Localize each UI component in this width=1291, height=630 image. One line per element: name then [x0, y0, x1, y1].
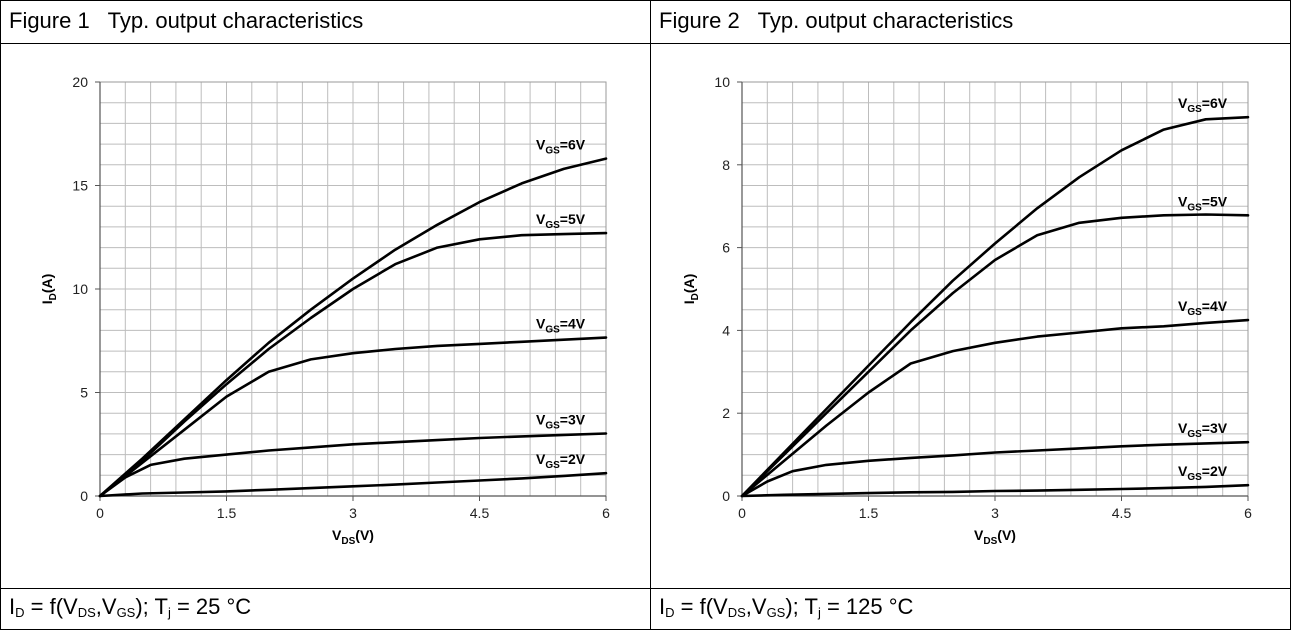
figure-1-caption: ID = f(VDS,VGS); Tj = 25 °C — [9, 594, 251, 620]
x-tick-label: 1.5 — [859, 505, 879, 521]
x-tick-label: 4.5 — [470, 505, 490, 521]
caption-part: D — [15, 605, 25, 620]
caption-part: = f(V — [24, 594, 78, 619]
caption-part: ); T — [135, 594, 168, 619]
caption-part: ,V — [745, 594, 767, 619]
series-label-2: VGS=5V — [1178, 193, 1228, 213]
series-line-2 — [740, 213, 1250, 498]
series-line-4 — [740, 440, 1250, 498]
series-line-5 — [740, 483, 1250, 498]
y-tick-label: 15 — [72, 178, 88, 194]
x-tick-label: 4.5 — [1112, 505, 1132, 521]
y-tick-label: 0 — [80, 488, 88, 504]
x-tick-label: 1.5 — [217, 505, 237, 521]
caption-part: = 25 °C — [170, 594, 252, 619]
y-tick-label: 8 — [722, 157, 730, 173]
y-tick-label: 0 — [722, 488, 730, 504]
x-axis-label: VDS(V) — [974, 527, 1016, 547]
series-label-3: VGS=4V — [536, 316, 586, 336]
caption-part: I — [659, 594, 666, 619]
figure-2-caption: ID = f(VDS,VGS); Tj = 125 °C — [659, 594, 913, 620]
y-axis-label: ID(A) — [39, 274, 59, 305]
title-divider — [0, 43, 1291, 44]
series-line-1 — [740, 115, 1250, 498]
series-line-4 — [98, 432, 608, 498]
panel-divider — [650, 0, 651, 630]
series-line-3 — [740, 318, 1250, 498]
x-tick-label: 0 — [738, 505, 746, 521]
caption-part: j — [167, 605, 171, 620]
y-tick-label: 5 — [80, 385, 88, 401]
series-line-2 — [98, 231, 608, 498]
y-tick-label: 10 — [72, 281, 88, 297]
caption-part: DS — [77, 605, 96, 620]
series-label-1: VGS=6V — [1178, 95, 1228, 115]
grid — [742, 82, 1248, 496]
caption-part: = 125 °C — [820, 594, 914, 619]
y-axis-label: ID(A) — [681, 274, 701, 305]
figure-2-title: Figure 2 Typ. output characteristics — [659, 8, 1014, 33]
series-line-3 — [98, 336, 608, 498]
series-label-4: VGS=3V — [536, 411, 586, 431]
y-tick-label: 2 — [722, 405, 730, 421]
series-label-2: VGS=5V — [536, 211, 586, 231]
caption-divider — [0, 588, 1291, 589]
series-label-3: VGS=4V — [1178, 298, 1228, 318]
y-tick-label: 10 — [714, 74, 730, 90]
y-tick-label: 20 — [72, 74, 88, 90]
x-tick-label: 3 — [991, 505, 999, 521]
series-line-5 — [98, 471, 608, 498]
caption-part: = f(V — [674, 594, 728, 619]
series-label-5: VGS=2V — [536, 451, 586, 471]
caption-part: j — [817, 605, 821, 620]
caption-part: GS — [766, 605, 786, 620]
caption-part: DS — [727, 605, 746, 620]
caption-part: ,V — [95, 594, 117, 619]
x-axis-label: VDS(V) — [332, 527, 374, 547]
figure-1-title: Figure 1 Typ. output characteristics — [9, 8, 364, 33]
x-tick-label: 3 — [349, 505, 357, 521]
x-tick-label: 6 — [602, 505, 610, 521]
y-tick-label: 4 — [722, 322, 730, 338]
caption-part: I — [9, 594, 16, 619]
caption-part: GS — [116, 605, 136, 620]
caption-part: ); T — [785, 594, 818, 619]
series-line-1 — [98, 157, 608, 498]
x-tick-label: 6 — [1244, 505, 1252, 521]
y-tick-label: 6 — [722, 240, 730, 256]
series-label-4: VGS=3V — [1178, 420, 1228, 440]
x-tick-label: 0 — [96, 505, 104, 521]
series-label-5: VGS=2V — [1178, 463, 1228, 483]
caption-part: D — [665, 605, 675, 620]
figure-2-chart: 0 1.5 3 4.5 6 0 2 4 6 8 10 VDS(V) ID(A) VGS=6V VGS=5V V… — [681, 74, 1252, 547]
figure-1-chart: 0 1.5 3 4.5 6 0 5 10 15 20 VDS(V) ID(A) VGS=6V VGS=5V… — [39, 74, 610, 547]
series-label-1: VGS=6V — [536, 137, 586, 157]
